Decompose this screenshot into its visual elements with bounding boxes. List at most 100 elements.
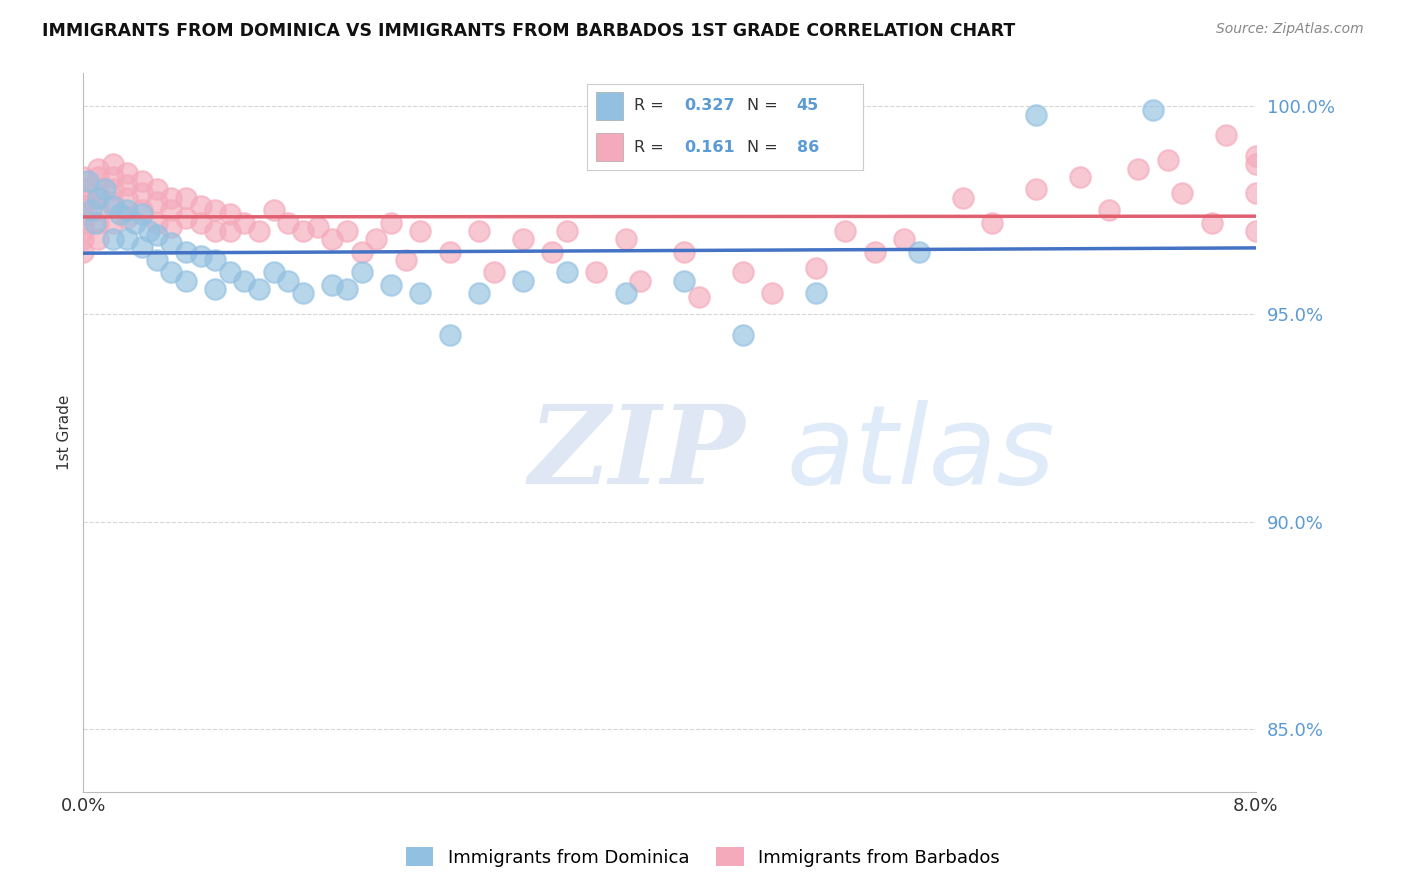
Point (145, 194, 167, 209)
Point (804, 261, 827, 276)
Point (1201, 215, 1223, 229)
Point (174, 191, 197, 205)
Point (321, 232, 343, 246)
Point (1025, 107, 1047, 121)
Point (190, 199, 212, 213)
Point (673, 244, 696, 259)
Point (366, 232, 388, 246)
Point (174, 244, 197, 259)
Point (263, 203, 285, 218)
Point (204, 203, 226, 218)
Point (1244, 149, 1267, 163)
Point (468, 286, 491, 301)
Point (87, 191, 110, 205)
Point (87, 191, 110, 205)
Point (1215, 128, 1237, 143)
Point (585, 265, 607, 279)
Point (160, 191, 183, 205)
Point (980, 215, 1002, 229)
Point (673, 274, 696, 288)
Point (512, 232, 534, 246)
Point (468, 224, 491, 238)
Point (218, 265, 240, 279)
Point (204, 224, 226, 238)
Point (117, 191, 139, 205)
Point (131, 207, 153, 221)
Point (204, 252, 226, 267)
Point (138, 224, 160, 238)
Point (395, 252, 418, 267)
Point (292, 286, 315, 301)
Point (117, 178, 139, 193)
Point (614, 232, 637, 246)
Point (101, 169, 124, 184)
Text: ZIP: ZIP (529, 401, 745, 508)
Point (117, 203, 139, 218)
Point (482, 265, 505, 279)
Point (614, 286, 637, 301)
Text: atlas: atlas (787, 401, 1056, 508)
Point (380, 277, 402, 292)
Legend: Immigrants from Dominica, Immigrants from Barbados: Immigrants from Dominica, Immigrants fro… (399, 840, 1007, 874)
Point (1098, 203, 1121, 218)
Point (952, 191, 974, 205)
Point (72, 182, 94, 196)
Point (292, 224, 315, 238)
Point (101, 182, 124, 196)
Point (380, 215, 402, 229)
Point (1244, 224, 1267, 238)
Point (336, 224, 359, 238)
Point (131, 174, 153, 188)
Point (117, 232, 139, 246)
Point (124, 215, 146, 229)
Point (263, 265, 285, 279)
Point (218, 207, 240, 221)
Point (131, 203, 153, 218)
Point (804, 286, 827, 301)
Point (101, 194, 124, 209)
Point (731, 265, 754, 279)
Point (350, 244, 373, 259)
Point (76, 174, 98, 188)
Point (72, 207, 94, 221)
Point (108, 207, 131, 221)
Point (1171, 186, 1194, 201)
Point (160, 219, 183, 234)
Point (72, 199, 94, 213)
Point (145, 215, 167, 229)
Point (145, 252, 167, 267)
Point (131, 240, 153, 254)
Point (72, 215, 94, 229)
Point (731, 327, 754, 342)
Point (1244, 157, 1267, 171)
Point (87, 169, 110, 184)
Text: IMMIGRANTS FROM DOMINICA VS IMMIGRANTS FROM BARBADOS 1ST GRADE CORRELATION CHART: IMMIGRANTS FROM DOMINICA VS IMMIGRANTS F… (42, 22, 1015, 40)
Point (233, 274, 256, 288)
Point (101, 232, 124, 246)
Point (277, 215, 299, 229)
Point (101, 199, 124, 213)
Point (628, 274, 651, 288)
Point (87, 182, 110, 196)
Point (907, 244, 929, 259)
Point (174, 274, 197, 288)
Y-axis label: 1st Grade: 1st Grade (58, 394, 72, 470)
Point (321, 277, 343, 292)
Point (409, 224, 432, 238)
Point (87, 215, 110, 229)
Point (1128, 161, 1150, 176)
Point (160, 236, 183, 251)
Point (101, 157, 124, 171)
Point (555, 224, 578, 238)
Point (72, 224, 94, 238)
Point (1025, 182, 1047, 196)
Point (233, 215, 256, 229)
Point (409, 286, 432, 301)
Point (555, 265, 578, 279)
Point (247, 224, 270, 238)
Text: Source: ZipAtlas.com: Source: ZipAtlas.com (1216, 22, 1364, 37)
Point (160, 203, 183, 218)
Point (307, 219, 329, 234)
Point (72, 169, 94, 184)
Point (145, 227, 167, 242)
